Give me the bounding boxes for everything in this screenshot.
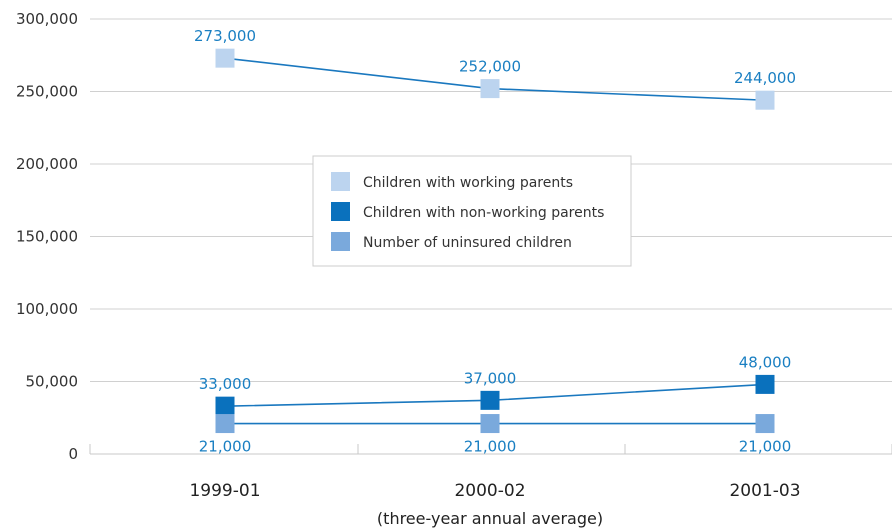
y-tick-label: 200,000 bbox=[16, 155, 78, 173]
series-2: 33,000 37,000 48,000 bbox=[199, 353, 792, 416]
legend-label: Children with non-working parents bbox=[363, 205, 604, 221]
data-point bbox=[215, 48, 235, 68]
series-1: 273,000 252,000 244,000 bbox=[194, 27, 796, 110]
y-axis-tick-labels: 0 50,000 100,000 150,000 200,000 250,000 300,0… bbox=[16, 10, 78, 463]
data-label: 48,000 bbox=[739, 353, 792, 371]
data-label: 21,000 bbox=[464, 438, 517, 456]
data-point bbox=[215, 414, 235, 434]
data-point bbox=[755, 414, 775, 434]
data-label: 252,000 bbox=[459, 58, 521, 76]
legend-swatch bbox=[331, 232, 350, 251]
data-label: 37,000 bbox=[464, 369, 517, 387]
x-axis bbox=[89, 444, 892, 455]
data-point bbox=[480, 390, 500, 410]
x-axis-tick-labels: 1999-01 2000-02 2001-03 bbox=[189, 481, 800, 501]
legend: Children with working parents Children wi… bbox=[312, 155, 632, 267]
legend-swatch bbox=[331, 202, 350, 221]
data-point bbox=[480, 79, 500, 99]
data-label: 244,000 bbox=[734, 69, 796, 87]
data-point bbox=[480, 414, 500, 434]
data-label: 21,000 bbox=[199, 438, 252, 456]
legend-swatch bbox=[331, 172, 350, 191]
data-point bbox=[755, 90, 775, 110]
series-3: 21,000 21,000 21,000 bbox=[199, 414, 792, 456]
y-tick-label: 250,000 bbox=[16, 83, 78, 101]
data-point bbox=[755, 374, 775, 394]
legend-box bbox=[312, 155, 632, 267]
series-group: 273,000 252,000 244,000 33,000 37,000 48,000 2… bbox=[194, 27, 796, 455]
x-tick-label: 2000-02 bbox=[454, 481, 525, 501]
legend-label: Number of uninsured children bbox=[363, 235, 572, 251]
y-tick-label: 0 bbox=[68, 445, 78, 463]
data-label: 21,000 bbox=[739, 438, 792, 456]
x-axis-label: (three-year annual average) bbox=[377, 509, 603, 528]
y-tick-label: 50,000 bbox=[26, 373, 79, 391]
y-tick-label: 300,000 bbox=[16, 10, 78, 28]
x-tick-label: 1999-01 bbox=[189, 481, 260, 501]
legend-label: Children with working parents bbox=[363, 175, 573, 191]
y-tick-label: 100,000 bbox=[16, 300, 78, 318]
data-label: 33,000 bbox=[199, 375, 252, 393]
data-point bbox=[215, 396, 235, 416]
x-tick-label: 2001-03 bbox=[729, 481, 800, 501]
y-tick-label: 150,000 bbox=[16, 228, 78, 246]
data-label: 273,000 bbox=[194, 27, 256, 45]
